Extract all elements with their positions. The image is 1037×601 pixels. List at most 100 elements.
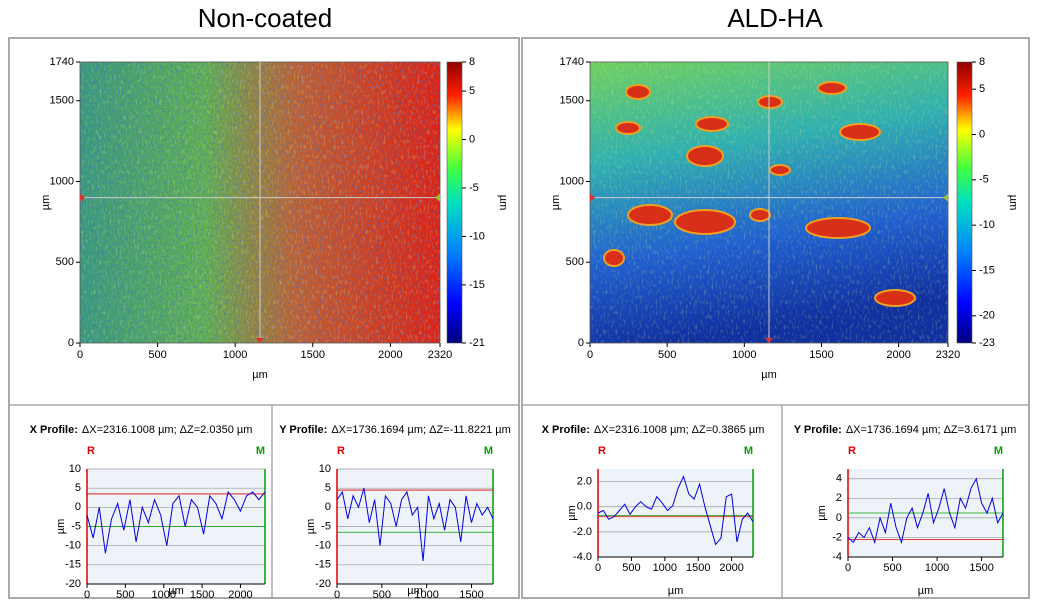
x-tick-label: 1500 — [459, 589, 483, 601]
x-axis-label: µm — [168, 585, 184, 597]
y-tick-label: 1740 — [560, 56, 584, 68]
reference-label: M — [994, 445, 1003, 457]
colorbar — [956, 61, 973, 344]
y-tick-label: 1000 — [50, 175, 74, 187]
x-tick-label: 1000 — [653, 562, 677, 574]
x-tick-label: 500 — [883, 562, 901, 574]
x-tick-label: 1000 — [732, 349, 756, 361]
cursor-marker — [765, 338, 773, 343]
x-tick-label: 2000 — [378, 349, 402, 361]
y-tick-label: 10 — [319, 463, 331, 475]
y-tick-label: -4.0 — [573, 551, 592, 563]
panel-title: Non-coated — [198, 3, 332, 33]
y-tick-label: -20 — [65, 578, 81, 590]
profile-title-name: X Profile: — [30, 424, 78, 436]
x-tick-label: 0 — [595, 562, 601, 574]
y-tick-label: 0 — [578, 337, 584, 349]
cursor-marker — [590, 193, 595, 202]
reference-label: R — [87, 445, 95, 457]
y-axis-label: µm — [305, 519, 317, 535]
profile-line — [597, 475, 754, 546]
y-tick-label: -15 — [315, 559, 331, 571]
y-tick-label: -4 — [832, 551, 842, 563]
x-tick-label: 1000 — [925, 562, 949, 574]
colorbar-tick-label: 5 — [469, 85, 475, 97]
y-tick-label: 10 — [69, 463, 81, 475]
x-axis-label: µm — [918, 585, 934, 597]
colorbar-tick-label: 0 — [469, 133, 475, 145]
x-tick-label: 2000 — [886, 349, 910, 361]
reference-label: R — [337, 445, 345, 457]
y-tick-label: 5 — [325, 482, 331, 494]
x-tick-label: 1000 — [223, 349, 247, 361]
y-tick-label: 500 — [56, 256, 74, 268]
x-tick-label: 1500 — [190, 589, 214, 601]
profile-title-values: ΔX=1736.1694 µm; ΔZ=3.6171 µm — [846, 424, 1016, 436]
y-axis-label: µm — [55, 519, 67, 535]
plot-background — [598, 469, 753, 557]
x-tick-label: 1500 — [969, 562, 993, 574]
colorbar-tick-label: -10 — [469, 230, 485, 242]
y-tick-label: -5 — [71, 520, 81, 532]
x-tick-label: 1500 — [686, 562, 710, 574]
y-tick-label: 0 — [75, 501, 81, 513]
x-tick-label: 1500 — [301, 349, 325, 361]
colorbar-label: µm — [497, 195, 509, 211]
y-tick-label: -15 — [65, 559, 81, 571]
reference-label: R — [848, 445, 856, 457]
colorbar-tick-label: -15 — [469, 279, 485, 291]
y-axis-label: µm — [550, 195, 562, 211]
x-tick-label: 0 — [77, 349, 83, 361]
colorbar-tick-label: 5 — [979, 83, 985, 95]
x-tick-label: 1000 — [151, 589, 175, 601]
x-axis-label: µm — [407, 585, 423, 597]
y-tick-label: -10 — [65, 540, 81, 552]
profile-line — [86, 490, 266, 554]
y-tick-label: -2 — [832, 531, 842, 543]
colorbar-tick-label: -15 — [979, 264, 995, 276]
y-tick-label: 500 — [566, 256, 584, 268]
x-tick-label: 500 — [116, 589, 134, 601]
colorbar — [446, 61, 463, 344]
reference-label: M — [256, 445, 265, 457]
x-tick-label: 1500 — [809, 349, 833, 361]
reference-label: M — [484, 445, 493, 457]
y-tick-label: -2.0 — [573, 526, 592, 538]
cursor-marker — [80, 193, 85, 202]
y-axis-label: µm — [816, 505, 828, 521]
colorbar-tick-label: -10 — [979, 219, 995, 231]
profile-title-name: Y Profile: — [279, 424, 327, 436]
colorbar-tick-label: -5 — [979, 174, 989, 186]
y-tick-label: -20 — [315, 578, 331, 590]
profile-title: X Profile: ΔX=2316.1008 µm; ΔZ=2.0350 µm — [30, 424, 253, 436]
cursor-marker — [943, 193, 948, 202]
x-tick-label: 0 — [84, 589, 90, 601]
reference-label: R — [598, 445, 606, 457]
x-tick-label: 2000 — [228, 589, 252, 601]
reference-label: M — [744, 445, 753, 457]
x-tick-label: 2000 — [719, 562, 743, 574]
profile-title-name: X Profile: — [542, 424, 590, 436]
colorbar-tick-label: -21 — [469, 337, 485, 349]
profile-line — [336, 488, 494, 562]
x-tick-label: 0 — [587, 349, 593, 361]
panel-frame — [521, 37, 1030, 599]
y-axis-label: µm — [40, 195, 52, 211]
x-axis-label: µm — [668, 585, 684, 597]
profile-title: X Profile: ΔX=2316.1008 µm; ΔZ=0.3865 µm — [542, 424, 765, 436]
colorbar-tick-label: 0 — [979, 128, 985, 140]
y-tick-label: 1000 — [560, 175, 584, 187]
y-tick-label: 2 — [836, 492, 842, 504]
x-tick-label: 2320 — [428, 349, 452, 361]
x-tick-label: 500 — [373, 589, 391, 601]
x-axis-label: µm — [252, 369, 268, 381]
y-tick-label: 2.0 — [577, 475, 592, 487]
x-axis-label: µm — [761, 369, 777, 381]
y-tick-label: 0 — [836, 512, 842, 524]
x-tick-label: 0 — [845, 562, 851, 574]
y-tick-label: 0.0 — [577, 501, 592, 513]
x-tick-label: 2320 — [936, 349, 960, 361]
y-tick-label: 0 — [68, 337, 74, 349]
